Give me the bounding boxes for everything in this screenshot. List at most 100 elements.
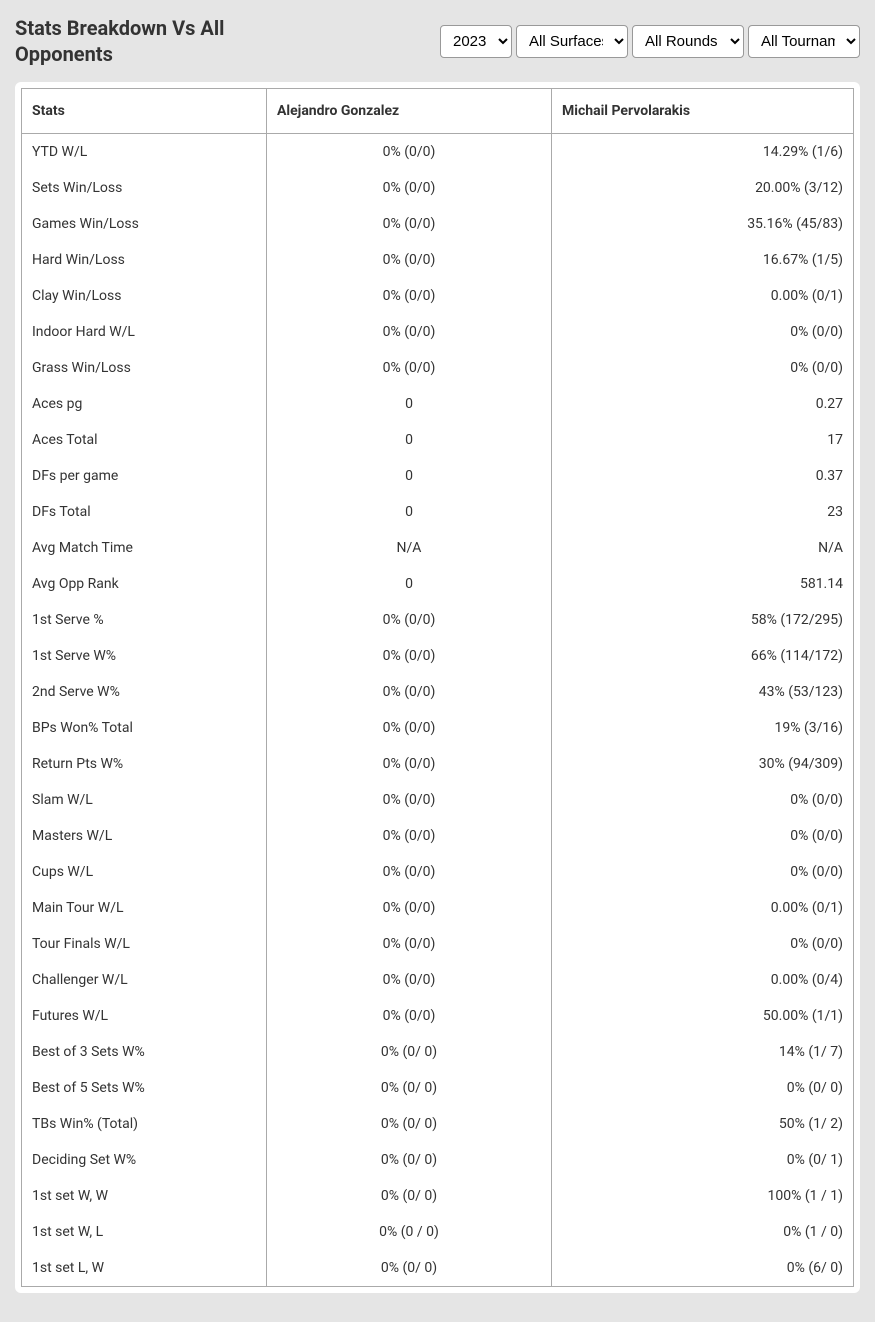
player2-value: 0% (0/ 1) xyxy=(552,1142,854,1178)
table-row: Best of 5 Sets W%0% (0/ 0)0% (0/ 0) xyxy=(22,1070,854,1106)
player2-value: 0.27 xyxy=(552,386,854,422)
page-title: Stats Breakdown Vs All Opponents xyxy=(15,15,295,67)
table-row: Avg Opp Rank0581.14 xyxy=(22,566,854,602)
table-row: Futures W/L0% (0/0)50.00% (1/1) xyxy=(22,998,854,1034)
stat-label: Games Win/Loss xyxy=(22,206,267,242)
stat-label: DFs Total xyxy=(22,494,267,530)
player2-value: 16.67% (1/5) xyxy=(552,242,854,278)
stat-label: Deciding Set W% xyxy=(22,1142,267,1178)
player1-value: 0% (0/0) xyxy=(267,782,552,818)
table-row: Sets Win/Loss0% (0/0)20.00% (3/12) xyxy=(22,170,854,206)
table-row: DFs Total023 xyxy=(22,494,854,530)
table-row: Deciding Set W%0% (0/ 0)0% (0/ 1) xyxy=(22,1142,854,1178)
player2-value: 14% (1/ 7) xyxy=(552,1034,854,1070)
year-select[interactable]: 2023 xyxy=(440,25,512,58)
stat-label: Aces Total xyxy=(22,422,267,458)
player1-value: 0 xyxy=(267,566,552,602)
rounds-select[interactable]: All Rounds xyxy=(632,25,744,58)
player2-value: 14.29% (1/6) xyxy=(552,134,854,171)
player2-value: 0% (0/0) xyxy=(552,854,854,890)
player2-value: 0% (6/ 0) xyxy=(552,1250,854,1287)
stat-label: Sets Win/Loss xyxy=(22,170,267,206)
table-row: 1st Serve W%0% (0/0)66% (114/172) xyxy=(22,638,854,674)
table-row: 1st Serve %0% (0/0)58% (172/295) xyxy=(22,602,854,638)
player1-value: 0% (0/0) xyxy=(267,962,552,998)
stat-label: Clay Win/Loss xyxy=(22,278,267,314)
table-row: Best of 3 Sets W%0% (0/ 0)14% (1/ 7) xyxy=(22,1034,854,1070)
table-row: Grass Win/Loss0% (0/0)0% (0/0) xyxy=(22,350,854,386)
surface-select[interactable]: All Surfaces xyxy=(516,25,628,58)
player1-value: 0% (0/0) xyxy=(267,242,552,278)
player2-value: 30% (94/309) xyxy=(552,746,854,782)
stat-label: 1st set W, W xyxy=(22,1178,267,1214)
column-header-player2: Michail Pervolarakis xyxy=(552,89,854,134)
table-row: BPs Won% Total0% (0/0)19% (3/16) xyxy=(22,710,854,746)
player2-value: 66% (114/172) xyxy=(552,638,854,674)
column-header-stats: Stats xyxy=(22,89,267,134)
table-row: Return Pts W%0% (0/0)30% (94/309) xyxy=(22,746,854,782)
player1-value: 0% (0/0) xyxy=(267,350,552,386)
stat-label: Avg Opp Rank xyxy=(22,566,267,602)
table-row: TBs Win% (Total)0% (0/ 0)50% (1/ 2) xyxy=(22,1106,854,1142)
stat-label: YTD W/L xyxy=(22,134,267,171)
column-header-player1: Alejandro Gonzalez xyxy=(267,89,552,134)
table-row: Slam W/L0% (0/0)0% (0/0) xyxy=(22,782,854,818)
stat-label: 1st Serve % xyxy=(22,602,267,638)
stat-label: DFs per game xyxy=(22,458,267,494)
player2-value: 0% (0/0) xyxy=(552,782,854,818)
player1-value: 0 xyxy=(267,422,552,458)
table-row: Avg Match TimeN/AN/A xyxy=(22,530,854,566)
table-row: Main Tour W/L0% (0/0)0.00% (0/1) xyxy=(22,890,854,926)
stat-label: TBs Win% (Total) xyxy=(22,1106,267,1142)
player1-value: 0% (0/0) xyxy=(267,746,552,782)
table-row: 1st set L, W0% (0/ 0)0% (6/ 0) xyxy=(22,1250,854,1287)
player1-value: 0% (0/0) xyxy=(267,170,552,206)
player1-value: 0% (0/ 0) xyxy=(267,1142,552,1178)
table-row: Masters W/L0% (0/0)0% (0/0) xyxy=(22,818,854,854)
player2-value: 50% (1/ 2) xyxy=(552,1106,854,1142)
stat-label: 1st Serve W% xyxy=(22,638,267,674)
player2-value: 100% (1 / 1) xyxy=(552,1178,854,1214)
stat-label: Futures W/L xyxy=(22,998,267,1034)
table-header-row: Stats Alejandro Gonzalez Michail Pervola… xyxy=(22,89,854,134)
player1-value: 0% (0/0) xyxy=(267,206,552,242)
player1-value: 0% (0/ 0) xyxy=(267,1178,552,1214)
table-row: Aces Total017 xyxy=(22,422,854,458)
player2-value: 58% (172/295) xyxy=(552,602,854,638)
table-row: Clay Win/Loss0% (0/0)0.00% (0/1) xyxy=(22,278,854,314)
player1-value: 0% (0/0) xyxy=(267,854,552,890)
player2-value: 581.14 xyxy=(552,566,854,602)
player1-value: 0 xyxy=(267,458,552,494)
table-row: 2nd Serve W%0% (0/0)43% (53/123) xyxy=(22,674,854,710)
player1-value: 0% (0/0) xyxy=(267,890,552,926)
player1-value: 0% (0/0) xyxy=(267,278,552,314)
player1-value: 0% (0/0) xyxy=(267,602,552,638)
stat-label: Hard Win/Loss xyxy=(22,242,267,278)
player1-value: 0% (0/0) xyxy=(267,710,552,746)
stat-label: Cups W/L xyxy=(22,854,267,890)
player1-value: 0% (0/ 0) xyxy=(267,1070,552,1106)
filter-group: 2023 All Surfaces All Rounds All Tournam… xyxy=(440,25,860,58)
stat-label: BPs Won% Total xyxy=(22,710,267,746)
player2-value: 0.37 xyxy=(552,458,854,494)
stat-label: 1st set L, W xyxy=(22,1250,267,1287)
player1-value: 0 xyxy=(267,494,552,530)
player2-value: 0.00% (0/1) xyxy=(552,890,854,926)
player2-value: 19% (3/16) xyxy=(552,710,854,746)
page-header: Stats Breakdown Vs All Opponents 2023 Al… xyxy=(15,15,860,67)
tournaments-select[interactable]: All Tournaments xyxy=(748,25,860,58)
player1-value: 0% (0/ 0) xyxy=(267,1034,552,1070)
player2-value: 0% (0/0) xyxy=(552,314,854,350)
stat-label: Best of 5 Sets W% xyxy=(22,1070,267,1106)
stat-label: Masters W/L xyxy=(22,818,267,854)
table-row: Hard Win/Loss0% (0/0)16.67% (1/5) xyxy=(22,242,854,278)
stat-label: Main Tour W/L xyxy=(22,890,267,926)
player2-value: 0% (0/0) xyxy=(552,818,854,854)
player1-value: 0% (0/0) xyxy=(267,638,552,674)
player1-value: 0% (0 / 0) xyxy=(267,1214,552,1250)
table-row: Indoor Hard W/L0% (0/0)0% (0/0) xyxy=(22,314,854,350)
stats-table-container: Stats Alejandro Gonzalez Michail Pervola… xyxy=(15,82,860,1293)
table-row: Tour Finals W/L0% (0/0)0% (0/0) xyxy=(22,926,854,962)
stat-label: 1st set W, L xyxy=(22,1214,267,1250)
player2-value: 23 xyxy=(552,494,854,530)
